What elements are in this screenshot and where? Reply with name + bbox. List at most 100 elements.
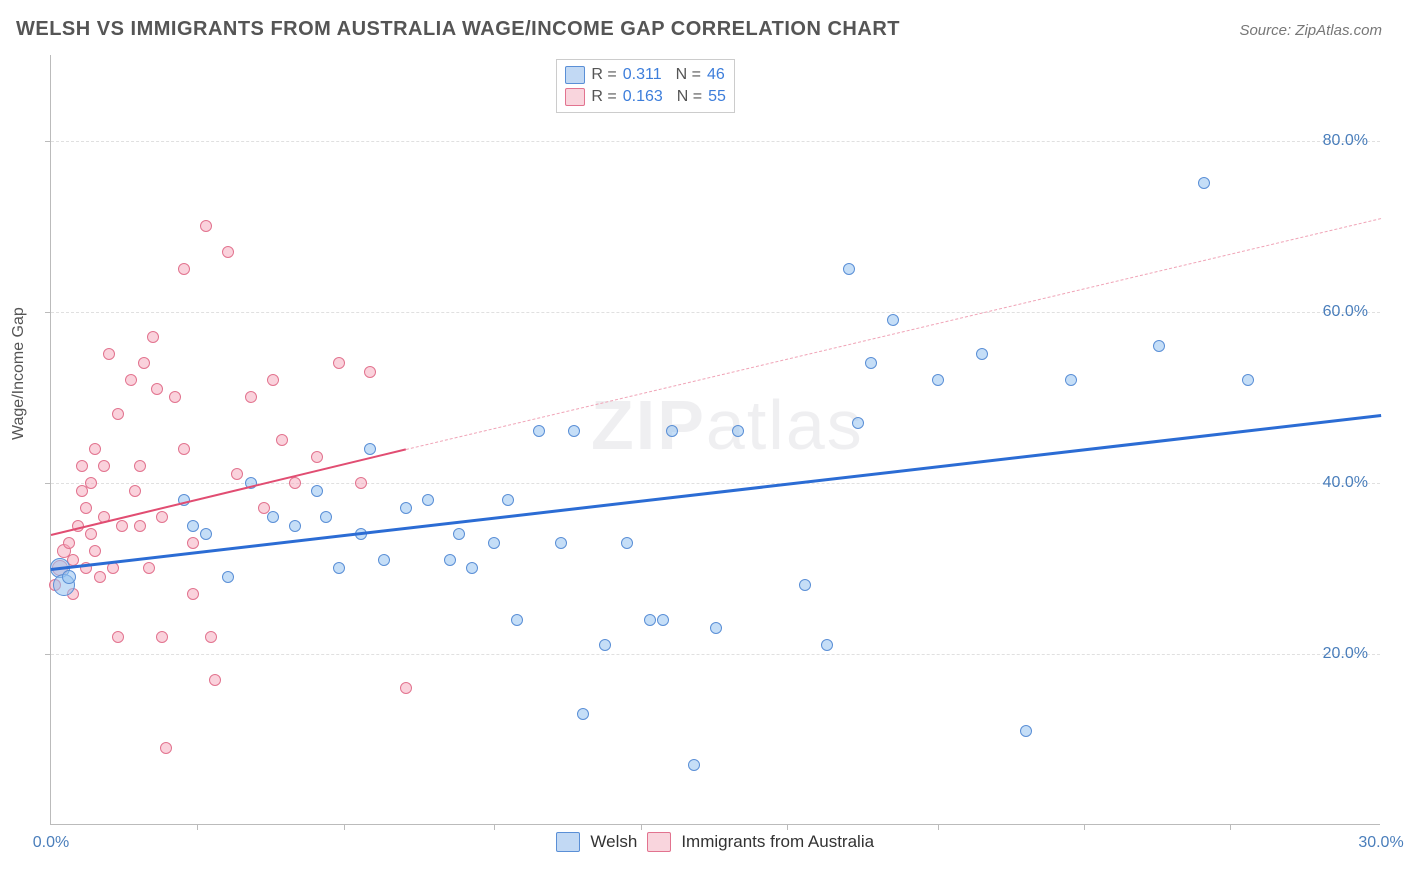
y-tick	[45, 141, 51, 142]
legend-swatch	[556, 832, 580, 852]
r-label: R =	[591, 64, 616, 86]
x-tick	[1084, 824, 1085, 830]
x-tick	[344, 824, 345, 830]
blue-point	[799, 579, 811, 591]
pink-point	[276, 434, 288, 446]
blue-point	[732, 425, 744, 437]
blue-point	[657, 614, 669, 626]
blue-point	[444, 554, 456, 566]
legend-stats-row: R = 0.311 N = 46	[565, 64, 726, 86]
blue-point	[62, 570, 76, 584]
n-value: 46	[707, 64, 725, 86]
source-label: Source: ZipAtlas.com	[1239, 22, 1382, 39]
x-tick	[641, 824, 642, 830]
blue-point	[865, 357, 877, 369]
blue-point	[222, 571, 234, 583]
x-tick	[787, 824, 788, 830]
pink-point	[355, 477, 367, 489]
pink-point	[156, 511, 168, 523]
pink-point	[187, 537, 199, 549]
n-value: 55	[708, 86, 726, 108]
blue-point	[688, 759, 700, 771]
n-label: N =	[676, 64, 701, 86]
n-label: N =	[677, 86, 702, 108]
blue-point	[422, 494, 434, 506]
blue-point	[289, 520, 301, 532]
legend-series: Welsh Immigrants from Australia	[556, 832, 874, 852]
gridline	[51, 141, 1380, 142]
blue-point	[400, 502, 412, 514]
blue-point	[1242, 374, 1254, 386]
blue-point	[466, 562, 478, 574]
pink-point	[138, 357, 150, 369]
blue-point	[511, 614, 523, 626]
pink-point	[147, 331, 159, 343]
pink-point	[178, 263, 190, 275]
legend-swatch	[647, 832, 671, 852]
blue-point	[1020, 725, 1032, 737]
pink-point	[103, 348, 115, 360]
pink-point	[187, 588, 199, 600]
pink-point	[231, 468, 243, 480]
plot-area: ZIPatlas 20.0%40.0%60.0%80.0%0.0%30.0%R …	[50, 55, 1380, 825]
pink-point	[143, 562, 155, 574]
pink-point	[112, 631, 124, 643]
r-value: 0.163	[623, 86, 663, 108]
pink-point	[267, 374, 279, 386]
x-tick-label: 30.0%	[1358, 834, 1403, 852]
y-tick-label: 60.0%	[1323, 303, 1368, 321]
pink-point	[169, 391, 181, 403]
legend-stats-row: R = 0.163 N = 55	[565, 86, 726, 108]
pink-point	[80, 502, 92, 514]
watermark: ZIPatlas	[591, 385, 864, 465]
pink-point	[125, 374, 137, 386]
blue-point	[644, 614, 656, 626]
blue-point	[333, 562, 345, 574]
legend-swatch	[565, 66, 585, 84]
blue-point	[187, 520, 199, 532]
pink-point	[85, 477, 97, 489]
blue-point	[1153, 340, 1165, 352]
pink-point	[98, 460, 110, 472]
blue-point	[932, 374, 944, 386]
pink-point	[89, 443, 101, 455]
blue-point	[364, 443, 376, 455]
pink-point	[94, 571, 106, 583]
pink-point	[85, 528, 97, 540]
legend-label: Welsh	[590, 832, 637, 852]
r-label: R =	[591, 86, 616, 108]
y-tick	[45, 312, 51, 313]
blue-point	[453, 528, 465, 540]
pink-point	[156, 631, 168, 643]
pink-point	[200, 220, 212, 232]
pink-point	[205, 631, 217, 643]
gridline	[51, 312, 1380, 313]
blue-point	[555, 537, 567, 549]
x-tick	[197, 824, 198, 830]
pink-point	[289, 477, 301, 489]
blue-point	[710, 622, 722, 634]
blue-point	[533, 425, 545, 437]
blue-point	[568, 425, 580, 437]
legend-swatch	[565, 88, 585, 106]
blue-point	[1065, 374, 1077, 386]
blue-point	[852, 417, 864, 429]
y-axis-label: Wage/Income Gap	[10, 307, 28, 440]
chart-title: WELSH VS IMMIGRANTS FROM AUSTRALIA WAGE/…	[16, 18, 900, 41]
x-tick-label: 0.0%	[33, 834, 69, 852]
gridline	[51, 654, 1380, 655]
y-tick-label: 40.0%	[1323, 474, 1368, 492]
pink-point	[129, 485, 141, 497]
pink-point	[151, 383, 163, 395]
blue-point	[821, 639, 833, 651]
pink-point	[400, 682, 412, 694]
pink-point	[209, 674, 221, 686]
pink-point	[245, 391, 257, 403]
r-value: 0.311	[623, 64, 662, 86]
pink-point	[89, 545, 101, 557]
pink-point	[160, 742, 172, 754]
legend-label: Immigrants from Australia	[681, 832, 874, 852]
blue-point	[577, 708, 589, 720]
pink-point	[112, 408, 124, 420]
x-tick	[1230, 824, 1231, 830]
